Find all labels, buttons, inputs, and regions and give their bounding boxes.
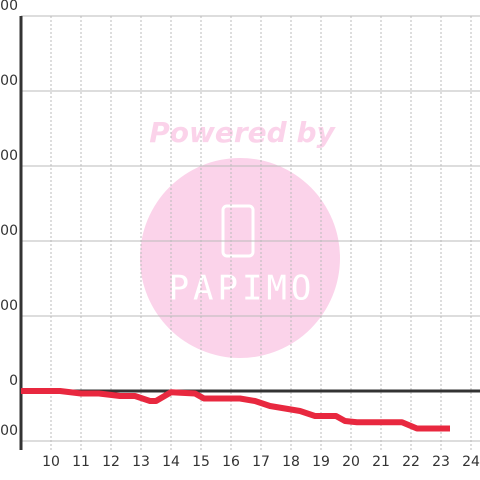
y-tick-label: -20,000 (0, 423, 18, 439)
y-tick-label: 0 (9, 373, 18, 389)
x-tick-label: 10 (42, 454, 60, 470)
x-tick-label: 16 (222, 454, 240, 470)
y-tick-label: 30,000 (0, 298, 18, 314)
x-tick-label: 23 (432, 454, 450, 470)
watermark-text: Powered by (149, 116, 336, 149)
x-tick-label: 24 (462, 454, 480, 470)
x-tick-label: 20 (342, 454, 360, 470)
watermark-circle (140, 158, 340, 358)
x-tick-label: 18 (282, 454, 300, 470)
y-tick-label: 120,000 (0, 73, 18, 89)
x-tick-label: 22 (402, 454, 420, 470)
y-tick-label: 90,000 (0, 148, 18, 164)
watermark-brand: PAPIMO (169, 269, 316, 309)
x-tick-label: 15 (192, 454, 210, 470)
x-tick-label: 12 (102, 454, 120, 470)
y-tick-label: 150,000 (0, 0, 18, 14)
x-tick-label: 19 (312, 454, 330, 470)
x-tick-label: 13 (132, 454, 150, 470)
y-tick-label: 60,000 (0, 223, 18, 239)
x-tick-label: 17 (252, 454, 270, 470)
x-tick-label: 11 (72, 454, 90, 470)
data-line (21, 388, 450, 432)
watermark-icon (221, 204, 255, 258)
x-tick-label: 14 (162, 454, 180, 470)
x-tick-label: 21 (372, 454, 390, 470)
